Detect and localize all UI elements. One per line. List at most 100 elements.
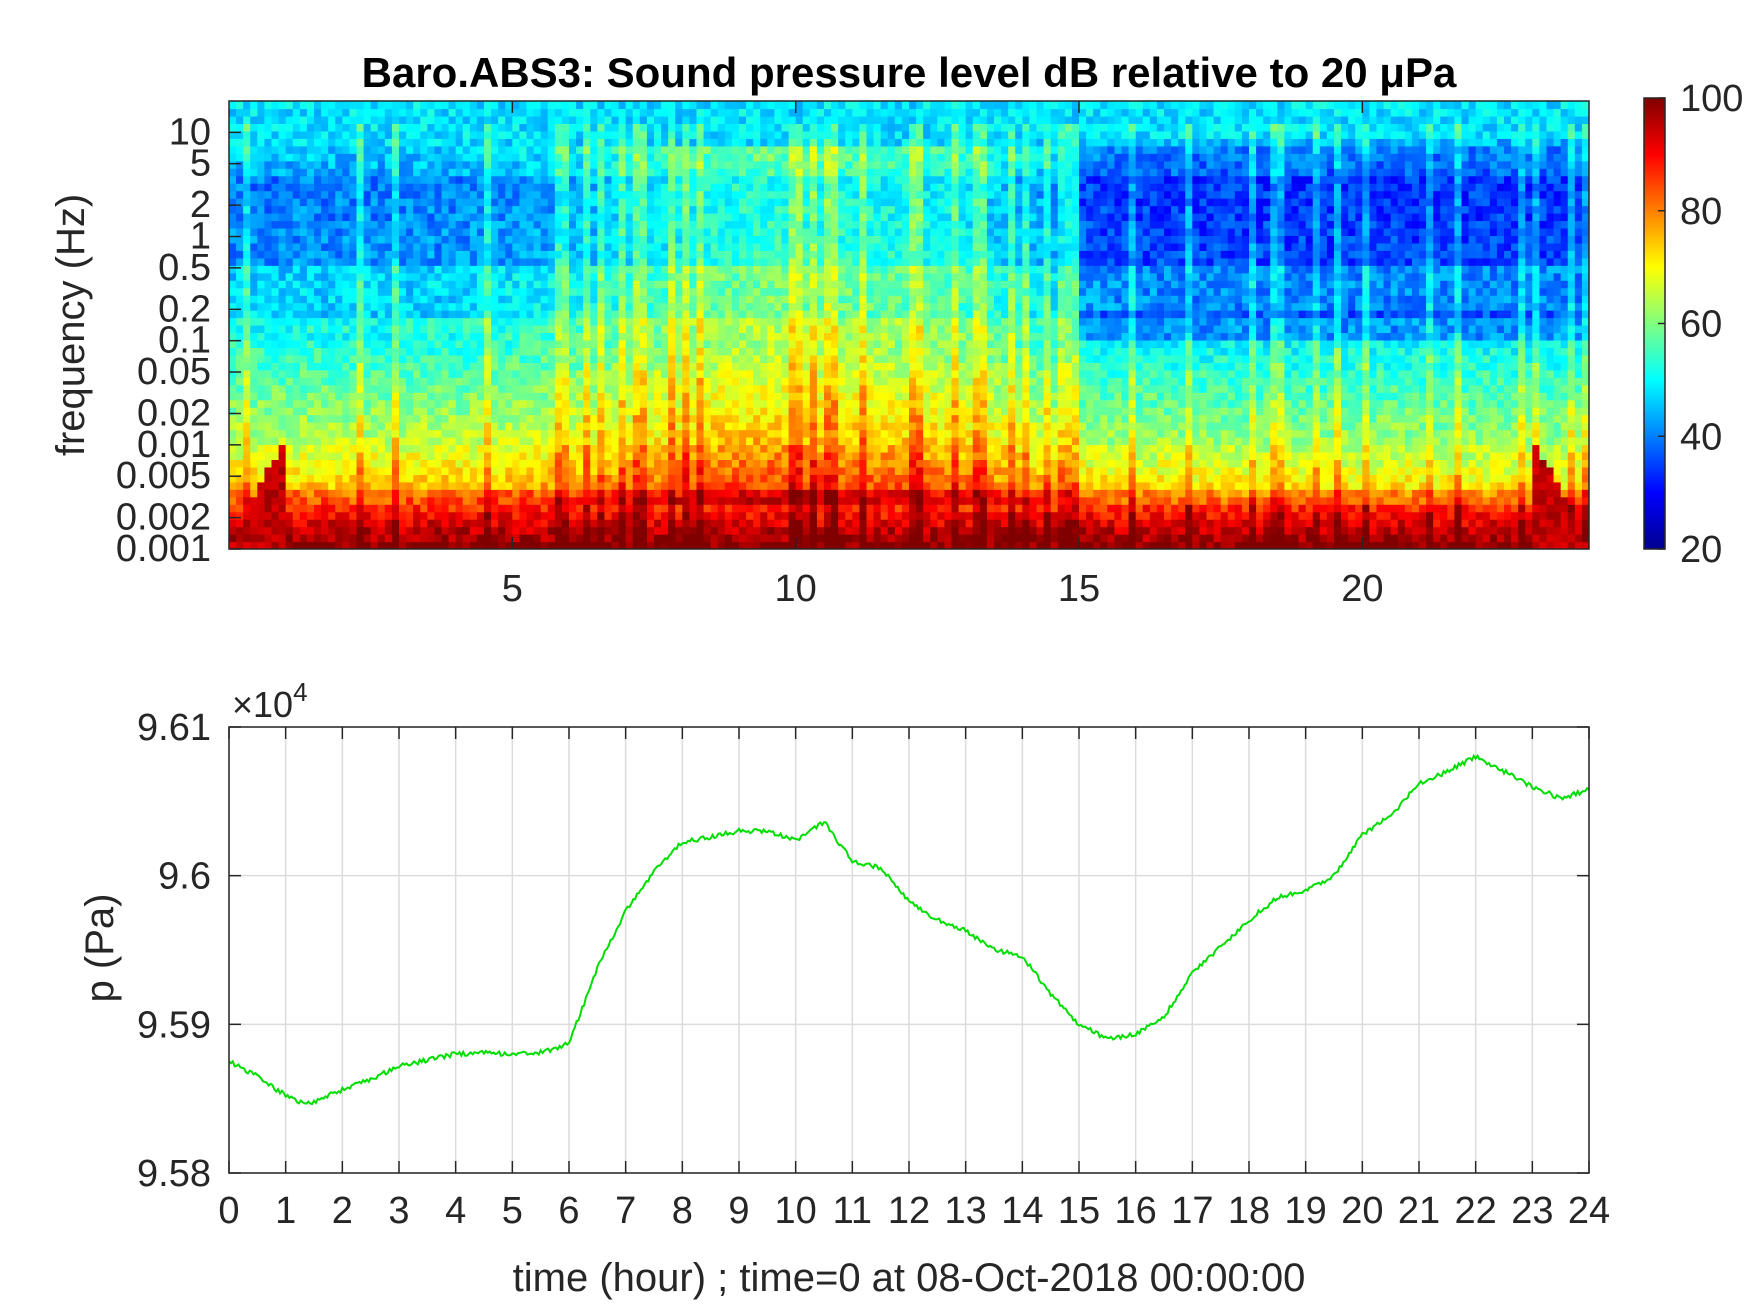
- spectrogram-cell: [250, 205, 258, 214]
- spectrogram-cell: [285, 145, 294, 154]
- spectrogram-cell: [724, 354, 733, 363]
- spectrogram-cell: [703, 407, 712, 416]
- spectrogram-cell: [328, 250, 336, 259]
- spectrogram-cell: [639, 235, 648, 244]
- spectrogram-cell: [335, 437, 343, 446]
- spectrogram-cell: [583, 466, 591, 475]
- spectrogram-cell: [809, 451, 818, 460]
- spectrogram-cell: [760, 123, 768, 132]
- spectrogram-cell: [696, 504, 705, 513]
- spectrogram-cell: [498, 302, 506, 311]
- spectrogram-cell: [639, 108, 648, 117]
- spectrogram-cell: [377, 175, 386, 184]
- spectrogram-cell: [746, 220, 754, 229]
- spectrogram-cell: [689, 496, 698, 505]
- spectrogram-cell: [746, 526, 754, 535]
- spectrogram-cell: [583, 242, 591, 251]
- spectrogram-cell: [512, 242, 521, 251]
- spectrogram-cell: [682, 362, 691, 371]
- spectrogram-cell: [802, 310, 811, 319]
- spectrogram-cell: [498, 108, 506, 117]
- spectrogram-cell: [328, 354, 336, 363]
- spectrogram-cell: [753, 160, 761, 169]
- spectrogram-cell: [760, 466, 768, 475]
- spectrogram-cell: [292, 168, 301, 177]
- spectrogram-cell: [285, 265, 294, 274]
- spectrogram-cell: [250, 317, 258, 326]
- spectrogram-cell: [781, 384, 790, 393]
- spectrogram-cell: [724, 362, 733, 371]
- spectrogram-cell: [306, 272, 315, 281]
- spectrogram-cell: [767, 377, 776, 386]
- spectrogram-cell: [547, 392, 556, 401]
- spectrogram-cell: [462, 183, 471, 192]
- spectrogram-cell: [569, 310, 577, 319]
- spectrogram-cell: [349, 302, 358, 311]
- spectrogram-cell: [229, 332, 237, 341]
- spectrogram-cell: [696, 332, 705, 341]
- spectrogram-cell: [413, 295, 421, 304]
- spectrogram-cell: [455, 459, 464, 468]
- spectrogram-cell: [399, 205, 407, 214]
- spectrogram-cell: [753, 205, 761, 214]
- spectrogram-cell: [661, 145, 669, 154]
- spectrogram-cell: [611, 175, 620, 184]
- spectrogram-cell: [406, 369, 414, 378]
- spectrogram-cell: [370, 541, 379, 549]
- spectrogram-cell: [278, 257, 287, 266]
- spectrogram-cell: [625, 534, 634, 543]
- spectrogram-cell: [519, 474, 528, 483]
- spectrogram-cell: [717, 429, 726, 438]
- spectrogram-cell: [455, 265, 464, 274]
- spectrogram-cell: [306, 362, 315, 371]
- spectrogram-cell: [321, 317, 329, 326]
- spectrogram-cell: [377, 511, 386, 520]
- spectrogram-cell: [250, 138, 258, 147]
- spectrogram-cell: [590, 511, 598, 520]
- spectrogram-cell: [519, 392, 528, 401]
- spectrogram-cell: [299, 235, 308, 244]
- spectrogram-cell: [746, 325, 754, 334]
- spectrogram-cell: [717, 123, 726, 132]
- spectrogram-cell: [554, 325, 563, 334]
- spectrogram-cell: [724, 145, 733, 154]
- spectrogram-cell: [696, 108, 705, 117]
- spectrogram-cell: [731, 481, 740, 490]
- spectrogram-cell: [569, 138, 577, 147]
- spectrogram-cell: [512, 362, 521, 371]
- spectrogram-cell: [236, 227, 244, 236]
- spectrogram-cell: [406, 429, 414, 438]
- spectrogram-cell: [384, 205, 393, 214]
- spectrogram-cell: [618, 444, 627, 453]
- spectrogram-cell: [703, 317, 712, 326]
- spectrogram-cell: [554, 511, 563, 520]
- spectrogram-cell: [604, 108, 613, 117]
- spectrogram-cell: [243, 399, 251, 408]
- spectrogram-cell: [731, 295, 740, 304]
- spectrogram-cell: [399, 310, 407, 319]
- spectrogram-image: [229, 101, 1589, 549]
- spectrogram-cell: [533, 302, 542, 311]
- spectrogram-cell: [604, 481, 613, 490]
- spectrogram-cell: [377, 399, 386, 408]
- spectrogram-cell: [250, 519, 258, 528]
- spectrogram-cell: [632, 153, 641, 162]
- spectrogram-cell: [292, 511, 301, 520]
- spectrogram-cell: [661, 302, 669, 311]
- spectrogram-cell: [618, 511, 627, 520]
- spectrogram-cell: [795, 414, 804, 423]
- spectrogram-cell: [335, 466, 343, 475]
- spectrogram-cell: [654, 145, 662, 154]
- spectrogram-cell: [590, 347, 598, 356]
- spectrogram-cell: [561, 444, 570, 453]
- spectrogram-cell: [441, 302, 450, 311]
- spectrogram-cell: [285, 354, 294, 363]
- spectrogram-cell: [604, 429, 613, 438]
- spectrogram-cell: [739, 444, 747, 453]
- spectrogram-cell: [391, 481, 400, 490]
- spectrogram-cell: [611, 429, 620, 438]
- spectrogram-cell: [448, 168, 457, 177]
- spectrogram-cell: [391, 145, 400, 154]
- spectrogram-cell: [420, 250, 428, 259]
- spectrogram-cell: [604, 541, 613, 549]
